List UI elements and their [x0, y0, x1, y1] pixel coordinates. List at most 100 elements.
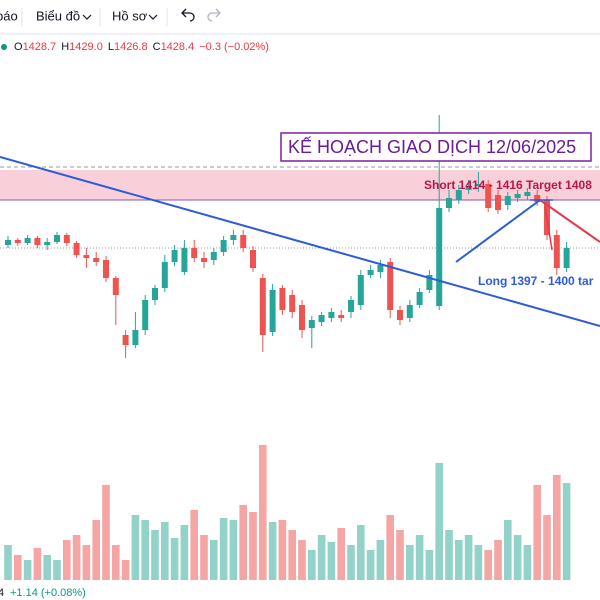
candle-body	[181, 248, 188, 272]
candle-body	[357, 275, 364, 305]
trend-line	[0, 156, 600, 327]
status-dot	[1, 44, 7, 50]
candle-body	[406, 305, 413, 318]
legend-value: 1428.7	[23, 41, 57, 53]
volume-bar	[337, 528, 345, 580]
candle-body	[142, 300, 149, 330]
candle-body	[220, 240, 227, 252]
candle-body	[83, 255, 90, 258]
volume-bar	[474, 545, 483, 580]
volume-bar	[141, 520, 149, 580]
volume-bar	[249, 512, 257, 580]
volume-bar	[357, 525, 365, 580]
volume-bar	[4, 545, 12, 580]
candle-body	[367, 270, 374, 275]
candle-body	[250, 250, 256, 268]
menu-item[interactable]: Biểu đồ	[36, 8, 80, 23]
candle-body	[171, 250, 178, 262]
candle-body	[514, 194, 521, 198]
candle-body	[132, 330, 139, 345]
short-note: Short 1414 - 1416 Target 1408	[424, 178, 592, 192]
redo-icon[interactable]	[207, 8, 221, 22]
volume-bar	[72, 535, 81, 580]
candle-body	[112, 278, 119, 295]
candle-body	[210, 252, 217, 260]
candle-body	[504, 196, 511, 205]
volume-bar	[14, 555, 22, 580]
candle-body	[299, 305, 305, 330]
volume-bar	[102, 485, 110, 580]
candle-body	[465, 186, 472, 190]
candle-body	[73, 243, 80, 255]
candle-body	[230, 235, 237, 240]
dropdown-icon[interactable]	[82, 14, 92, 20]
legend-label: O	[14, 41, 23, 53]
volume-bar	[308, 550, 316, 580]
volume-bar	[533, 485, 541, 580]
volume-bar	[43, 555, 51, 580]
volume-bar	[288, 530, 296, 580]
volume-bar	[494, 540, 502, 580]
short-path	[539, 199, 600, 243]
volume-bar	[92, 520, 100, 580]
candle-body	[24, 238, 31, 243]
volume-bar	[112, 545, 120, 580]
volume-bar	[180, 525, 189, 580]
candle-body	[93, 258, 100, 262]
volume-bar	[268, 522, 277, 580]
candle-body	[289, 295, 296, 312]
volume-bar	[239, 505, 247, 580]
volume-bar	[121, 560, 130, 580]
volume-bar	[200, 535, 208, 580]
volume-bar	[366, 550, 375, 580]
candle-body	[5, 240, 11, 245]
volume-bar	[190, 510, 198, 580]
candle-body	[191, 248, 198, 258]
volume-bar	[455, 540, 463, 580]
candle-body	[269, 290, 276, 332]
candle-body	[328, 312, 335, 318]
candle-body	[563, 248, 570, 268]
candle-body	[387, 262, 394, 310]
menu-item[interactable]: báo	[0, 8, 18, 23]
volume-bar	[464, 535, 473, 580]
volume-bar	[445, 530, 453, 580]
candle-body	[416, 292, 423, 305]
volume-bar	[396, 530, 404, 580]
candle-body	[103, 260, 109, 278]
candle-body	[455, 190, 462, 200]
candle-body	[34, 238, 41, 245]
volume-bar	[219, 518, 228, 580]
undo-icon[interactable]	[181, 8, 195, 22]
candle-body	[524, 192, 531, 196]
candle-body	[338, 315, 345, 318]
candle-body	[63, 235, 70, 243]
volume-bar	[151, 530, 159, 580]
volume-bar	[53, 560, 61, 580]
legend-value: 1426.8	[114, 41, 148, 53]
volume-bar	[347, 545, 355, 580]
candle-body	[14, 240, 21, 243]
volume-bar	[161, 522, 169, 580]
volume-bar	[298, 540, 306, 580]
long-note: Long 1397 - 1400 tar	[478, 274, 594, 288]
candle-body	[318, 315, 325, 322]
dropdown-icon[interactable]	[148, 14, 158, 20]
candle-body	[152, 288, 158, 300]
volume-bar	[82, 545, 91, 580]
candle-body	[475, 184, 482, 186]
volume-bar	[435, 463, 443, 580]
legend-value: 1429.0	[69, 41, 103, 53]
legend-label: L	[108, 41, 114, 53]
plan-box	[280, 132, 592, 162]
menu-item[interactable]: Hồ sơ	[112, 8, 148, 23]
candle-body	[308, 320, 315, 328]
plan-title: KẾ HOẠCH GIAO DỊCH 12/06/2025	[288, 136, 576, 157]
candle-body	[348, 300, 354, 312]
volume-bar	[562, 483, 571, 580]
volume-bar	[33, 548, 42, 580]
volume-bar	[513, 535, 522, 580]
candle-body	[534, 195, 541, 202]
volume-bar	[210, 540, 218, 580]
